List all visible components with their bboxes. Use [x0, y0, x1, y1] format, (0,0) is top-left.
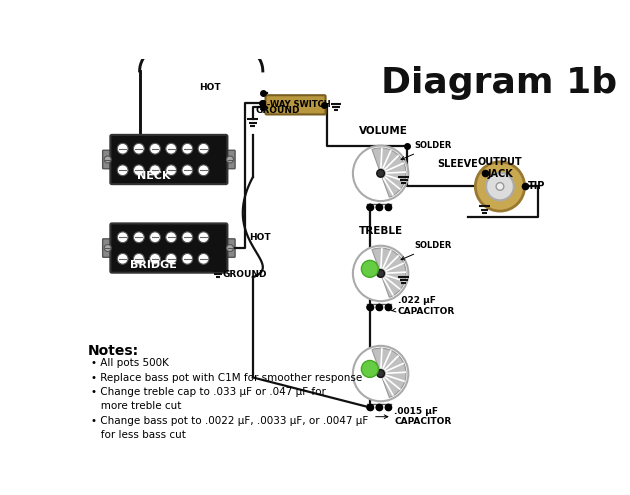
- Text: GROUND: GROUND: [223, 270, 267, 279]
- Circle shape: [367, 204, 373, 210]
- Text: TREBLE: TREBLE: [359, 227, 403, 237]
- Text: SOLDER: SOLDER: [401, 141, 452, 160]
- FancyBboxPatch shape: [110, 223, 227, 273]
- Text: SLEEVE: SLEEVE: [438, 159, 478, 169]
- Circle shape: [362, 260, 378, 277]
- Text: HOT: HOT: [249, 233, 270, 243]
- Circle shape: [166, 144, 176, 154]
- Wedge shape: [372, 148, 406, 197]
- Circle shape: [134, 232, 144, 243]
- Circle shape: [104, 245, 111, 251]
- Wedge shape: [372, 348, 406, 397]
- Circle shape: [227, 156, 234, 163]
- Text: BRIDGE: BRIDGE: [130, 260, 177, 270]
- Text: Diagram 1b: Diagram 1b: [381, 65, 617, 99]
- Circle shape: [486, 173, 514, 200]
- Circle shape: [134, 165, 144, 176]
- Circle shape: [117, 144, 128, 154]
- Text: OUTPUT
JACK: OUTPUT JACK: [478, 157, 522, 179]
- Circle shape: [117, 253, 128, 264]
- FancyBboxPatch shape: [103, 150, 113, 169]
- Text: VOLUME: VOLUME: [359, 126, 408, 137]
- Circle shape: [385, 204, 391, 210]
- FancyBboxPatch shape: [110, 135, 227, 184]
- Circle shape: [227, 245, 234, 251]
- Circle shape: [182, 232, 193, 243]
- Circle shape: [376, 304, 382, 310]
- FancyBboxPatch shape: [265, 95, 326, 114]
- Text: 3-WAY SWITCH: 3-WAY SWITCH: [261, 100, 330, 109]
- Circle shape: [104, 156, 111, 163]
- Circle shape: [198, 165, 209, 176]
- Circle shape: [198, 253, 209, 264]
- Circle shape: [198, 144, 209, 154]
- Circle shape: [377, 270, 384, 277]
- Circle shape: [377, 370, 384, 377]
- Text: GROUND: GROUND: [255, 105, 300, 115]
- Text: NECK: NECK: [137, 171, 170, 182]
- Circle shape: [353, 246, 408, 301]
- Circle shape: [377, 169, 384, 177]
- Circle shape: [376, 404, 382, 410]
- Circle shape: [385, 304, 391, 310]
- Circle shape: [150, 232, 161, 243]
- Wedge shape: [372, 248, 406, 297]
- Circle shape: [117, 232, 128, 243]
- Circle shape: [117, 165, 128, 176]
- Text: HOT: HOT: [199, 83, 220, 92]
- Circle shape: [182, 144, 193, 154]
- Text: TIP: TIP: [528, 182, 545, 192]
- Text: • All pots 500K
• Replace bass pot with C1M for smoother response
• Change trebl: • All pots 500K • Replace bass pot with …: [91, 358, 369, 440]
- Circle shape: [166, 232, 176, 243]
- Text: .022 μF
CAPACITOR: .022 μF CAPACITOR: [392, 296, 455, 315]
- FancyBboxPatch shape: [225, 150, 235, 169]
- Circle shape: [353, 146, 408, 201]
- Circle shape: [134, 253, 144, 264]
- Circle shape: [362, 360, 378, 377]
- Circle shape: [198, 232, 209, 243]
- Circle shape: [150, 253, 161, 264]
- Text: .0015 μF
CAPACITOR: .0015 μF CAPACITOR: [375, 407, 452, 426]
- Circle shape: [496, 183, 504, 190]
- Circle shape: [475, 162, 525, 211]
- Circle shape: [166, 253, 176, 264]
- Circle shape: [353, 346, 408, 401]
- Text: SOLDER: SOLDER: [401, 242, 452, 260]
- Circle shape: [150, 165, 161, 176]
- Circle shape: [367, 404, 373, 410]
- Circle shape: [182, 165, 193, 176]
- Circle shape: [367, 304, 373, 310]
- Circle shape: [376, 204, 382, 210]
- FancyBboxPatch shape: [225, 239, 235, 257]
- Circle shape: [385, 404, 391, 410]
- Circle shape: [150, 144, 161, 154]
- Circle shape: [166, 165, 176, 176]
- FancyBboxPatch shape: [103, 239, 113, 257]
- Circle shape: [134, 144, 144, 154]
- Text: Notes:: Notes:: [88, 345, 139, 358]
- Circle shape: [182, 253, 193, 264]
